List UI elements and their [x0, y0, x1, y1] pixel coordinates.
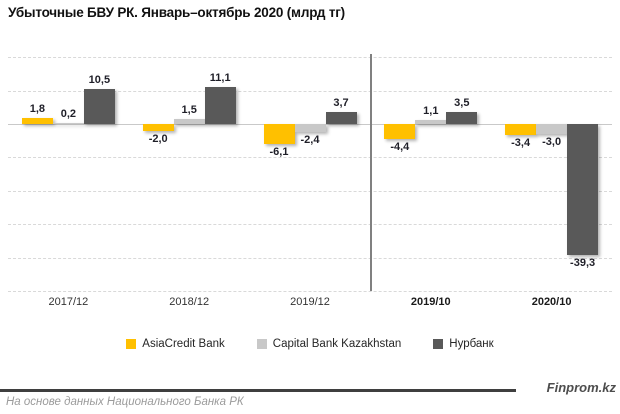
- bar-нурбанк-2020-10: [567, 124, 599, 256]
- bar-нурбанк-2018-12: [204, 86, 236, 124]
- legend-swatch-icon: [256, 339, 267, 349]
- source-note: На основе данных Национального Банка РК: [6, 396, 244, 408]
- legend-item-нурбанк: Нурбанк: [433, 338, 494, 350]
- gridline: [8, 90, 612, 92]
- gridline: [8, 190, 612, 192]
- value-label: 11,1: [209, 71, 231, 84]
- value-label: 1,8: [29, 102, 46, 115]
- brand-watermark: Finprom.kz: [546, 380, 616, 395]
- value-label: -2,4: [300, 134, 320, 147]
- chart-title: Убыточные БВУ РК. Январь–октябрь 2020 (м…: [8, 5, 345, 20]
- bar-asiacredit-bank-2020-10: [505, 124, 537, 136]
- footer-divider-line: [0, 389, 516, 392]
- value-label: -3,4: [511, 137, 531, 150]
- value-label: 1,1: [423, 105, 439, 118]
- value-label: -4,4: [390, 140, 410, 153]
- bar-capital-bank-kazakhstan-2019-12: [294, 124, 326, 133]
- value-label: 1,5: [181, 103, 197, 116]
- bar-capital-bank-kazakhstan-2019-10: [415, 120, 447, 124]
- value-label: 0,2: [60, 108, 77, 120]
- legend-item-capital-bank-kazakhstan: Capital Bank Kazakhstan: [256, 338, 402, 350]
- value-label: -6,1: [269, 146, 289, 159]
- legend-label: Capital Bank Kazakhstan: [272, 338, 402, 350]
- gridline: [8, 257, 612, 259]
- legend-swatch-icon: [433, 339, 444, 349]
- bar-capital-bank-kazakhstan-2018-12: [173, 118, 205, 124]
- gridline: [8, 224, 612, 226]
- value-label: -3,0: [542, 136, 562, 149]
- gridline: [8, 57, 612, 59]
- legend-swatch-icon: [126, 339, 137, 349]
- bar-нурбанк-2019-10: [446, 112, 478, 124]
- bar-нурбанк-2019-12: [325, 111, 357, 124]
- gridline: [8, 157, 612, 159]
- x-axis-label-2018-12: 2018/12: [169, 296, 210, 308]
- chart-legend: AsiaCredit Bank Capital Bank Kazakhstan Ну…: [0, 338, 620, 350]
- x-axis-label-2019-12: 2019/12: [290, 296, 330, 308]
- gridline: [8, 291, 612, 292]
- value-label: 3,5: [454, 97, 470, 110]
- bar-asiacredit-bank-2017-12: [21, 117, 53, 124]
- bar-capital-bank-kazakhstan-2017-12: [52, 123, 84, 124]
- bar-asiacredit-bank-2019-12: [263, 124, 295, 145]
- value-label: -2,0: [148, 132, 168, 145]
- x-axis-labels: 2017/12 2018/12 2019/12 2019/10 2020/10: [0, 296, 620, 312]
- x-axis-label-2019-10: 2019/10: [410, 296, 451, 308]
- x-axis-label-2017-12: 2017/12: [48, 296, 89, 308]
- legend-item-asiacredit-bank: AsiaCredit Bank: [126, 338, 225, 350]
- bar-capital-bank-kazakhstan-2020-10: [536, 124, 568, 135]
- value-label: 3,7: [333, 96, 349, 109]
- value-label: 10,5: [88, 73, 111, 86]
- legend-label: AsiaCredit Bank: [142, 338, 225, 350]
- bar-asiacredit-bank-2019-10: [384, 124, 416, 139]
- bar-chart-plot-area: 1,8 0,2 10,5 -2,0 1,5 11,1 -6,1 -2,4 3,7 -4,4 1,1 3…: [0, 54, 620, 292]
- x-axis-label-2020-10: 2020/10: [531, 296, 572, 308]
- bar-нурбанк-2017-12: [83, 88, 115, 124]
- period-divider-line: [370, 54, 372, 291]
- bar-asiacredit-bank-2018-12: [142, 124, 174, 131]
- legend-label: Нурбанк: [449, 338, 494, 350]
- value-label: -39,3: [570, 257, 596, 270]
